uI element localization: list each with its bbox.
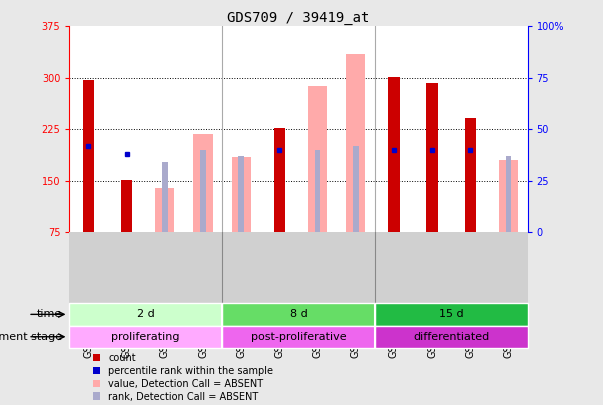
Bar	[200, 150, 206, 232]
Text: proliferating: proliferating	[112, 332, 180, 342]
Bar	[315, 150, 320, 232]
Text: 15 d: 15 d	[439, 309, 464, 320]
Text: 2 d: 2 d	[137, 309, 154, 320]
Bar	[155, 188, 174, 232]
Bar	[464, 118, 476, 232]
Bar	[346, 54, 365, 232]
Text: development stage: development stage	[0, 332, 62, 342]
Bar	[194, 134, 212, 232]
Bar	[69, 303, 222, 326]
Bar	[222, 326, 375, 348]
Bar	[308, 86, 327, 232]
Bar	[121, 179, 133, 232]
Bar	[232, 157, 251, 232]
Legend: count, percentile rank within the sample, value, Detection Call = ABSENT, rank, : count, percentile rank within the sample…	[92, 353, 273, 401]
Text: time: time	[37, 309, 62, 320]
Text: post-proliferative: post-proliferative	[251, 332, 346, 342]
Bar	[222, 303, 375, 326]
Text: differentiated: differentiated	[413, 332, 490, 342]
Text: 8 d: 8 d	[289, 309, 308, 320]
Bar	[506, 156, 511, 232]
Bar	[274, 128, 285, 232]
Bar	[162, 162, 168, 232]
Bar	[426, 83, 438, 232]
Bar	[499, 160, 518, 232]
Title: GDS709 / 39419_at: GDS709 / 39419_at	[227, 11, 370, 25]
Bar	[69, 326, 222, 348]
Bar	[375, 303, 528, 326]
Bar	[238, 156, 244, 232]
Bar	[375, 326, 528, 348]
Bar	[83, 80, 94, 232]
Bar	[353, 146, 359, 232]
Bar	[388, 77, 400, 232]
